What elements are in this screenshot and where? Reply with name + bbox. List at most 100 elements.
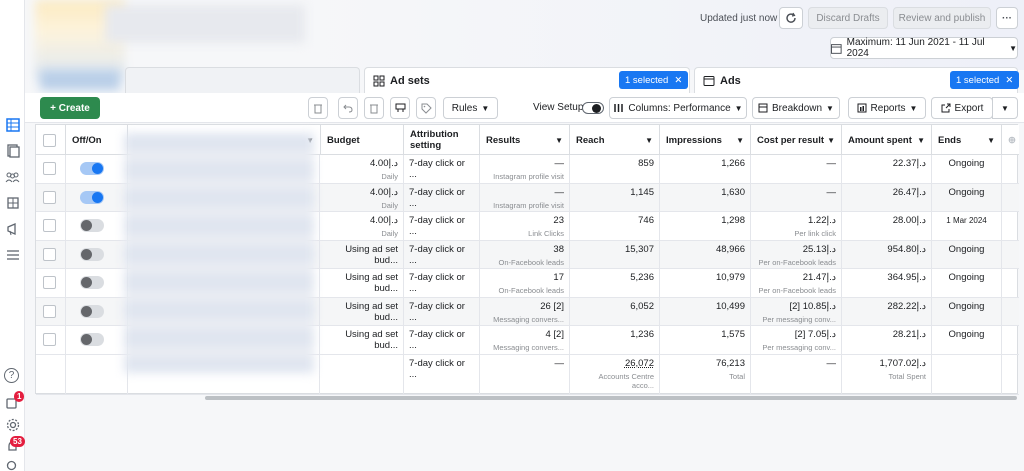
ad-sets-selected-chip[interactable]: 1 selected ✕ (619, 71, 689, 89)
refresh-button[interactable] (779, 7, 803, 29)
rules-dropdown[interactable]: Rules ▼ (443, 97, 498, 119)
results-header-label: Results (486, 134, 521, 146)
row-name-cell[interactable] (128, 269, 320, 297)
cell-ends: Ongoing (932, 240, 1002, 269)
cell-attr: 7-day click or ... (404, 297, 480, 326)
header-impressions[interactable]: Impressions ▼ (660, 125, 751, 155)
help-icon[interactable]: ? (4, 368, 19, 383)
export-button[interactable]: Export (931, 97, 993, 119)
select-all-checkbox[interactable] (43, 134, 56, 147)
delivery-toggle[interactable] (80, 304, 104, 318)
cell-cpr: د.إ25.13 Per on-Facebook leads (751, 240, 842, 269)
undo-button[interactable] (338, 97, 358, 119)
total-impressions-subtext: Total (729, 371, 745, 381)
tab-campaigns[interactable] (125, 67, 360, 93)
columns-label: Columns: Performance (628, 102, 731, 114)
results-subtext: Messaging convers... (493, 343, 564, 352)
ab-test-button[interactable] (390, 97, 410, 119)
results-subtext: Link Clicks (528, 229, 564, 238)
cell-budget: Using ad set bud... (320, 269, 404, 297)
row-checkbox[interactable] (43, 276, 56, 289)
header-amount-spent[interactable]: Amount spent ▼ (842, 125, 932, 155)
cpr-subtext: Per link click (794, 229, 836, 238)
delivery-toggle[interactable] (80, 190, 104, 204)
cell-reach: 6,052 (570, 297, 660, 326)
table-row[interactable]: Using ad set bud... 7-day click or ... 17 O… (36, 269, 1019, 298)
duplicate-button[interactable] (308, 97, 328, 119)
impressions-value: 1,575 (721, 329, 745, 340)
row-name-cell[interactable] (128, 240, 320, 269)
notifications-icon[interactable] (4, 394, 21, 411)
export-dropdown[interactable]: ▼ (992, 97, 1018, 119)
columns-dropdown[interactable]: Columns: Performance ▼ (609, 97, 747, 119)
date-range-picker[interactable]: Maximum: 11 Jun 2021 - 11 Jul 2024 ▼ (830, 37, 1018, 59)
toggle-knob (592, 104, 601, 113)
reports-dropdown[interactable]: Reports ▼ (848, 97, 926, 119)
header-attribution[interactable]: Attribution setting (404, 125, 480, 155)
header-results[interactable]: Results ▼ (480, 125, 570, 155)
megaphone-icon[interactable] (4, 220, 21, 237)
pages-icon[interactable] (4, 142, 21, 159)
header-cost-per-result[interactable]: Cost per result ▼ (751, 125, 842, 155)
more-button[interactable]: ··· (996, 7, 1018, 29)
breakdown-dropdown[interactable]: Breakdown ▼ (752, 97, 840, 119)
header-ends[interactable]: Ends ▼ (932, 125, 1002, 155)
create-button[interactable]: + Create (40, 97, 100, 119)
row-name-cell[interactable] (128, 155, 320, 183)
delivery-toggle[interactable] (80, 219, 104, 232)
table-row[interactable]: د.إ4.00 Daily 7-day click or ... 23 Link Cli… (36, 212, 1019, 241)
row-checkbox[interactable] (43, 162, 56, 175)
cell-reach: 1,145 (570, 183, 660, 212)
row-checkbox[interactable] (43, 219, 56, 232)
cpr-value: د.إ10.85 [2] (789, 300, 836, 312)
delivery-toggle[interactable] (80, 162, 104, 175)
menu-icon[interactable] (4, 246, 21, 263)
row-checkbox[interactable] (43, 333, 56, 346)
audience-icon[interactable] (4, 168, 21, 185)
delivery-toggle[interactable] (80, 333, 104, 346)
ads-selected-chip[interactable]: 1 selected ✕ (950, 71, 1020, 89)
row-name-cell[interactable] (128, 297, 320, 326)
row-name-cell[interactable] (128, 212, 320, 240)
row-checkbox[interactable] (43, 190, 56, 204)
cell-attr: 7-day click or ... (404, 183, 480, 212)
cell-cpr: د.إ21.47 Per on-Facebook leads (751, 269, 842, 297)
close-icon[interactable]: ✕ (674, 74, 683, 86)
review-publish-button[interactable]: Review and publish (893, 7, 991, 29)
budget-subtext: Daily (381, 172, 398, 181)
row-name-cell[interactable] (128, 326, 320, 354)
totals-empty-cell (932, 354, 1002, 395)
add-column-icon[interactable]: ⊕ (1008, 134, 1016, 146)
header-offon[interactable]: Off/On (66, 125, 128, 155)
delete-icon (370, 104, 378, 113)
delivery-toggle[interactable] (80, 247, 104, 261)
search-icon[interactable] (4, 458, 21, 471)
impressions-value: 10,979 (715, 272, 745, 283)
total-cpr-value: — (826, 357, 837, 369)
close-icon[interactable]: ✕ (1005, 74, 1014, 86)
discard-drafts-button[interactable]: Discard Drafts (808, 7, 888, 29)
horizontal-scrollbar[interactable] (205, 396, 1017, 400)
row-checkbox[interactable] (43, 304, 56, 318)
grid-icon[interactable] (4, 116, 21, 133)
catalog-icon[interactable] (4, 194, 21, 211)
row-checkbox[interactable] (43, 247, 56, 261)
results-value: — (554, 186, 565, 198)
gear-icon[interactable] (4, 416, 21, 433)
totals-empty-cell (36, 354, 66, 395)
table-row[interactable]: د.إ4.00 Daily 7-day click or ... — Instagram… (36, 155, 1019, 184)
row-select-cell (36, 326, 66, 354)
cell-impressions: 1,298 (660, 212, 751, 240)
row-toggle-cell (66, 269, 128, 297)
delete-button[interactable] (364, 97, 384, 119)
spent-value: د.إ28.21 (892, 329, 926, 340)
results-value: 17 (553, 272, 564, 283)
row-name-cell[interactable] (128, 183, 320, 212)
tag-button[interactable] (416, 97, 436, 119)
delivery-toggle[interactable] (80, 276, 104, 289)
row-select-cell (36, 297, 66, 326)
view-setup-toggle[interactable] (582, 102, 604, 114)
header-budget[interactable]: Budget (320, 125, 404, 155)
header-reach[interactable]: Reach ▼ (570, 125, 660, 155)
row-toggle-cell (66, 297, 128, 326)
